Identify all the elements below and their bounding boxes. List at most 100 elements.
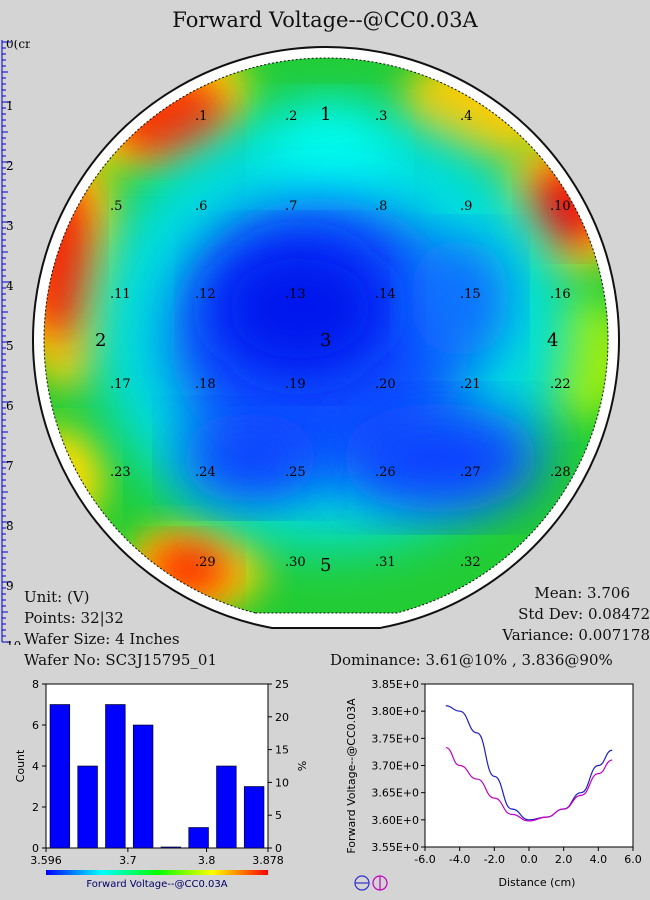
histogram-y2-tick: 15 xyxy=(275,744,289,757)
wafer-zone-label: 1 xyxy=(320,104,331,125)
wafer-no-label: Wafer No: SC3J15795_01 xyxy=(24,651,218,669)
histogram-x-tick: 3.7 xyxy=(119,854,137,867)
wafer-point-label: .12 xyxy=(195,287,216,302)
std-dev-label: Std Dev: 0.08472 xyxy=(518,605,650,623)
histogram-y-tick: 4 xyxy=(32,760,39,773)
histogram-bar xyxy=(105,704,126,849)
ruler-label: 5 xyxy=(6,339,14,353)
ruler-label: 6 xyxy=(6,399,14,413)
vertical-ruler: 0(cm) 1 2 3 4 5 6 7 8 9 10 xyxy=(1,40,30,645)
wafer-point-label: .29 xyxy=(195,555,216,570)
histogram-y-tick: 2 xyxy=(32,801,39,814)
wafer-point-label: .9 xyxy=(460,199,472,214)
wafer-point-label: .3 xyxy=(375,109,387,124)
line-y-tick: 3.65E+0 xyxy=(371,787,419,800)
wafer-point-label: .28 xyxy=(550,465,571,480)
wafer-point-label: .17 xyxy=(110,377,131,392)
ruler-label: 7 xyxy=(6,459,14,473)
mean-label: Mean: 3.706 xyxy=(534,584,630,602)
wafer-point-label: .32 xyxy=(460,555,481,570)
line-chart: 3.55E+0 3.60E+0 3.65E+0 3.70E+0 3.75E+0 3.80E… xyxy=(345,678,642,891)
wafer-point-label: .24 xyxy=(195,465,216,480)
ruler-label: 10 xyxy=(6,639,21,645)
histogram-bar xyxy=(77,765,98,849)
line-x-tick: -4.0 xyxy=(449,853,470,866)
line-x-tick: -2.0 xyxy=(484,853,505,866)
line-series-2 xyxy=(445,746,613,822)
line-x-tick: 0.0 xyxy=(520,853,538,866)
histogram-x-tick: 3.8 xyxy=(198,854,216,867)
ruler-label: 1 xyxy=(6,99,14,113)
line-y-tick: 3.85E+0 xyxy=(371,678,419,691)
histogram-y-tick: 8 xyxy=(32,678,39,691)
histogram-x-tick: 3.596 xyxy=(30,854,62,867)
histogram-y-tick: 6 xyxy=(32,719,39,732)
variance-label: Variance: 0.007178 xyxy=(502,626,650,644)
line-y-tick: 3.60E+0 xyxy=(371,814,419,827)
wafer-point-label: .10 xyxy=(550,199,571,214)
histogram-bar xyxy=(132,724,154,849)
unit-label: Unit: (V) xyxy=(24,588,90,606)
line-series-1 xyxy=(445,705,613,821)
line-x-tick: 6.0 xyxy=(624,853,642,866)
line-x-label: Distance (cm) xyxy=(499,876,576,889)
wafer-map: .1 .2 .3 .4 .5 .6 .7 .8 .9 .10 .11 .12 .13 .14 .15 .16.… xyxy=(32,46,620,629)
wafer-point-label: .2 xyxy=(285,109,297,124)
ruler-label: 9 xyxy=(6,579,14,593)
wafer-point-label: .20 xyxy=(375,377,396,392)
wafer-point-label: .19 xyxy=(285,377,306,392)
ruler-label: 3 xyxy=(6,219,14,233)
wafer-point-label: .5 xyxy=(110,199,122,214)
wafer-point-label: .26 xyxy=(375,465,396,480)
wafer-point-label: .13 xyxy=(285,287,306,302)
ruler-label: 8 xyxy=(6,519,14,533)
line-y-tick: 3.70E+0 xyxy=(371,760,419,773)
histogram-bar xyxy=(160,846,182,849)
histogram-y2-tick: 5 xyxy=(275,809,282,822)
histogram-bar xyxy=(243,786,265,849)
wafer-point-label: .15 xyxy=(460,287,481,302)
wafer-point-label: .27 xyxy=(460,465,481,480)
ruler-label: 4 xyxy=(6,279,14,293)
wafer-point-label: .14 xyxy=(375,287,396,302)
line-y-tick: 3.55E+0 xyxy=(371,841,419,854)
wafer-zone-label: 4 xyxy=(547,330,558,351)
ruler-label: 2 xyxy=(6,159,14,173)
wafer-edge xyxy=(43,57,609,614)
wafer-point-label: .1 xyxy=(195,109,207,124)
histogram-y2-tick: 25 xyxy=(275,678,289,691)
points-label: Points: 32|32 xyxy=(24,609,124,627)
histogram-bar xyxy=(188,827,209,849)
wafer-point-label: .18 xyxy=(195,377,216,392)
histogram-y-label: Count xyxy=(14,749,27,782)
page-title: Forward Voltage--@CC0.03A xyxy=(172,8,478,32)
line-y-label: Forward Voltage--@CC0.03A xyxy=(345,698,358,854)
wafer-point-label: .30 xyxy=(285,555,306,570)
wafer-point-label: .16 xyxy=(550,287,571,302)
line-y-tick: 3.80E+0 xyxy=(371,705,419,718)
wafer-point-label: .31 xyxy=(375,555,396,570)
wafer-zone-label: 2 xyxy=(95,330,106,351)
dominance-label: Dominance: 3.61@10% , 3.836@90% xyxy=(330,651,613,669)
wafer-point-label: .22 xyxy=(550,377,571,392)
ruler-label: 0(cm) xyxy=(6,40,30,51)
histogram-y2-tick: 10 xyxy=(275,776,289,789)
line-x-tick: 4.0 xyxy=(590,853,608,866)
histogram-y2-label: % xyxy=(296,761,309,771)
wafer-size-label: Wafer Size: 4 Inches xyxy=(24,630,180,648)
wafer-zone-label: 5 xyxy=(320,555,331,576)
line-x-tick: -6.0 xyxy=(414,853,435,866)
histogram-x-tick: 3.878 xyxy=(252,854,284,867)
wafer-point-label: .7 xyxy=(285,199,297,214)
colorbar-label: Forward Voltage--@CC0.03A xyxy=(86,879,227,890)
histogram-bar xyxy=(49,704,71,849)
histogram-y-tick: 0 xyxy=(32,842,39,855)
line-y-tick: 3.75E+0 xyxy=(371,732,419,745)
wafer-point-label: .4 xyxy=(460,109,472,124)
line-x-tick: 2.0 xyxy=(555,853,573,866)
wafer-point-label: .25 xyxy=(285,465,306,480)
histogram-y2-tick: 20 xyxy=(275,711,289,724)
wafer-point-label: .23 xyxy=(110,465,131,480)
wafer-zone-label: 3 xyxy=(320,330,331,351)
